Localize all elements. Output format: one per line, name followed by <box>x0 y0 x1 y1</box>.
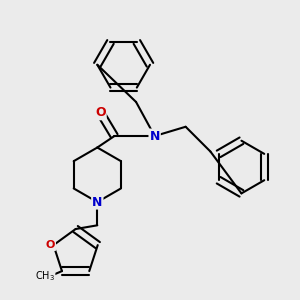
Text: O: O <box>46 240 55 250</box>
Text: N: N <box>92 196 103 208</box>
Text: CH$_3$: CH$_3$ <box>35 269 55 283</box>
Text: O: O <box>95 106 106 119</box>
Text: N: N <box>149 130 160 142</box>
